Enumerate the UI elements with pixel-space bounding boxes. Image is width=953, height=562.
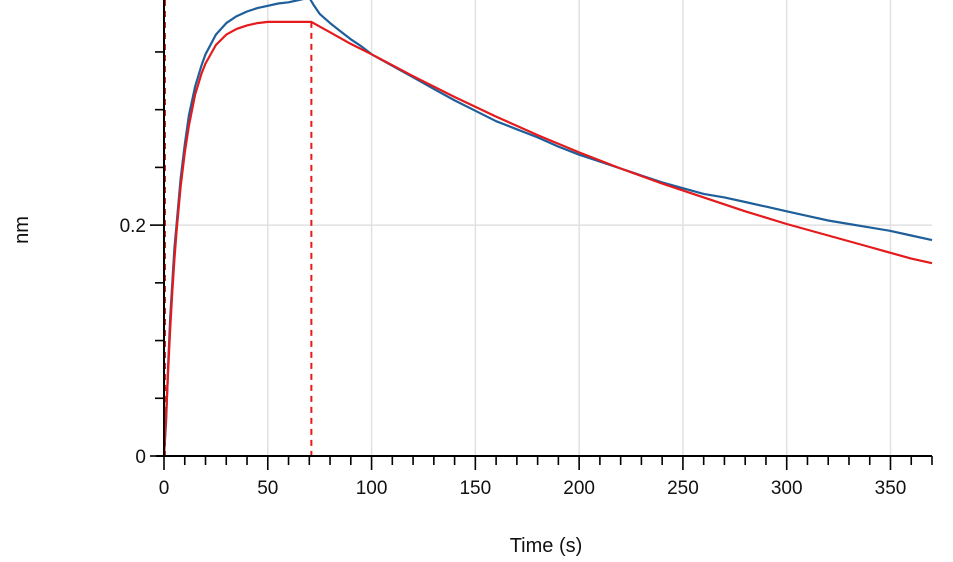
x-tick-label: 250 — [667, 478, 699, 499]
y-tick-label: 0 — [135, 447, 146, 468]
measured-data-line — [162, 0, 933, 457]
y-tick-labels: 00.2 — [120, 216, 146, 468]
x-tick-label: 0 — [159, 478, 170, 499]
x-tick-labels: 0 50 100 150 200 250 300 350 — [159, 478, 907, 499]
x-tick-label: 350 — [875, 478, 907, 499]
x-tick-label: 100 — [356, 478, 388, 499]
x-tick-label: 150 — [459, 478, 491, 499]
x-tick-label: 300 — [771, 478, 803, 499]
reference-lines — [164, 0, 313, 456]
x-tick-label: 50 — [257, 478, 278, 499]
axes — [150, 0, 933, 470]
fit-curve-line — [162, 20, 933, 457]
y-tick-label: 0.2 — [120, 216, 146, 237]
series-layer — [162, 0, 933, 457]
y-axis-label: nm — [11, 216, 33, 244]
x-axis-label: Time (s) — [510, 535, 583, 557]
x-tick-label: 200 — [563, 478, 595, 499]
grid — [164, 0, 932, 456]
